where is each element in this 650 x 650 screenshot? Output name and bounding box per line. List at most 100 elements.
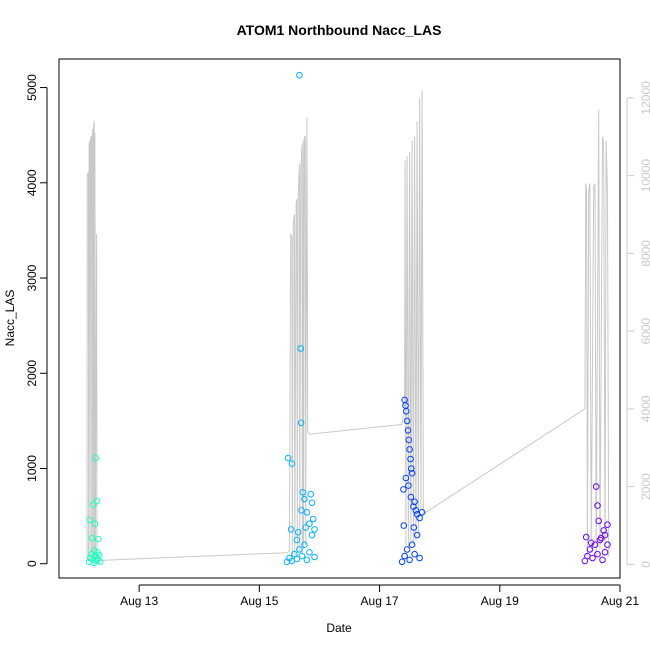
series-1-point — [284, 454, 292, 462]
series-2-point — [398, 558, 406, 566]
series-3-point — [591, 541, 599, 549]
series-0-point — [86, 516, 93, 524]
x-tick-label: Aug 13 — [120, 594, 158, 608]
series-1-point — [296, 546, 303, 553]
y2-tick-label: 2000 — [639, 473, 650, 500]
series-2-point — [413, 531, 421, 539]
y2-tick-label: 4000 — [639, 395, 650, 422]
series-0-point — [92, 454, 99, 462]
series-2-point — [402, 474, 410, 482]
series-1-point — [307, 490, 315, 498]
series-0-point — [90, 547, 98, 554]
series-2-point — [403, 546, 411, 553]
series-0-point — [89, 501, 97, 509]
series-3-point — [586, 546, 594, 553]
series-3-point — [589, 554, 596, 562]
series-3-point — [600, 527, 608, 534]
series-1-point — [303, 556, 311, 564]
series-0-point — [93, 497, 101, 505]
series-3-point — [604, 541, 611, 549]
series-1-point — [298, 552, 306, 560]
series-2-point — [404, 427, 412, 434]
series-2-point — [403, 408, 410, 415]
axes-layer: 0 1000 2000 3000 4000 5000 0 2000 4000 6000 8000 10… — [25, 74, 650, 608]
chart-title: ATOM1 Northbound Nacc_LAS — [237, 22, 442, 38]
series-2-point — [410, 524, 418, 531]
x-tick-label: Aug 19 — [481, 594, 519, 608]
series-1-point — [287, 526, 295, 533]
series-1-point — [308, 531, 316, 539]
series-4-line — [86, 90, 610, 561]
series-1-point — [311, 553, 318, 561]
series-1-point — [297, 419, 305, 427]
y2-tick-label: 0 — [639, 561, 650, 568]
series-1-point — [303, 509, 311, 516]
series-1-point — [293, 555, 301, 563]
series-2-point — [412, 507, 420, 514]
series-2-point — [418, 509, 426, 516]
y-tick-label: 4000 — [25, 169, 39, 196]
series-1-point — [301, 541, 308, 549]
series-3-point — [595, 517, 603, 525]
series-1-point — [294, 529, 302, 536]
series-0-point — [94, 535, 102, 543]
y-axis-label: Nacc_LAS — [3, 290, 17, 347]
y-tick-label: 1000 — [25, 455, 39, 482]
series-3-point — [594, 550, 601, 558]
series-1-point — [309, 515, 317, 523]
series-2-point — [405, 436, 413, 444]
series-1-point — [311, 526, 318, 533]
series-1-point — [288, 460, 296, 468]
x-tick-label: Aug 21 — [601, 594, 639, 608]
series-2-point — [406, 556, 413, 564]
series-1-point — [308, 499, 316, 507]
series-3-point — [592, 483, 600, 490]
y-tick-label: 5000 — [25, 74, 39, 101]
series-2-point — [408, 465, 415, 472]
series-2-point — [401, 552, 408, 560]
series-3-point — [599, 556, 606, 564]
series-1-point — [301, 495, 308, 503]
x-axis-label: Date — [326, 621, 352, 635]
x-tick-label: Aug 17 — [361, 594, 399, 608]
series-2-point — [400, 486, 407, 493]
x-tick-label: Aug 15 — [240, 594, 278, 608]
y-tick-label: 3000 — [25, 264, 39, 291]
series-2-point — [408, 469, 416, 477]
series-3-point — [604, 521, 611, 529]
series-2-point — [411, 550, 418, 558]
series-3-point — [587, 539, 595, 547]
series-2-point — [407, 493, 415, 501]
series-3-point — [601, 549, 609, 556]
series-1-point — [299, 489, 307, 496]
y-tick-label: 0 — [25, 560, 39, 567]
series-0-point — [91, 520, 99, 528]
series-0-point — [88, 534, 96, 542]
series-1-point — [296, 71, 303, 79]
series-3-point — [582, 533, 590, 541]
series-2-point — [411, 498, 418, 506]
y2-tick-label: 10000 — [639, 159, 650, 193]
series-3-point — [594, 502, 601, 509]
scatter-points-layer — [85, 71, 611, 567]
series-1-point — [302, 524, 310, 531]
series-2-point — [405, 482, 412, 489]
series-1-point — [306, 549, 313, 556]
series-2-point — [406, 446, 413, 453]
series-2-point — [400, 522, 408, 529]
series-2-point — [416, 514, 423, 522]
series-2-point — [416, 554, 423, 562]
y2-tick-label: 6000 — [639, 317, 650, 344]
series-1-point — [306, 520, 313, 528]
series-0-point — [97, 558, 104, 566]
series-2-point — [407, 455, 414, 463]
y2-tick-label: 8000 — [639, 240, 650, 267]
y2-tick-label: 12000 — [639, 81, 650, 115]
y-tick-label: 2000 — [25, 360, 39, 387]
series-2-point — [408, 541, 416, 549]
series-3-point — [597, 534, 605, 542]
plot-frame — [58, 58, 621, 579]
series-1-point — [293, 536, 301, 544]
right-axis-line-layer — [86, 90, 610, 561]
